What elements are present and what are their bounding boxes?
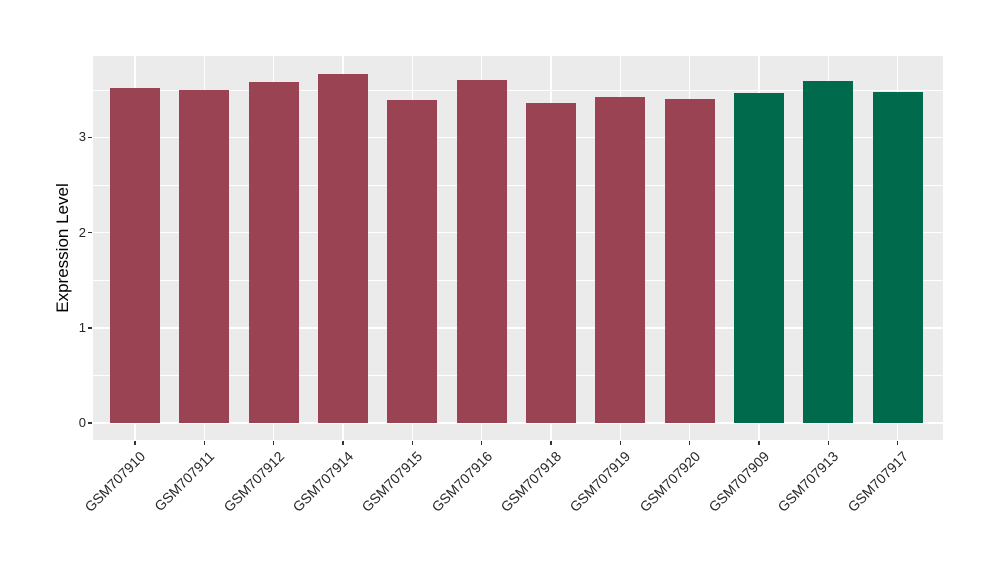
bar-GSM707910 bbox=[110, 87, 160, 423]
x-axis-tick bbox=[272, 441, 275, 445]
x-axis-tick bbox=[619, 441, 622, 445]
x-axis-tick bbox=[688, 441, 691, 445]
x-axis-tick bbox=[758, 441, 760, 445]
y-tick-label: 0 bbox=[78, 415, 86, 430]
x-axis-tick bbox=[411, 441, 414, 445]
x-axis-tick bbox=[134, 441, 136, 445]
x-axis-tick bbox=[827, 441, 830, 445]
gridline-major-horizontal bbox=[93, 136, 943, 139]
y-tick-label: 3 bbox=[78, 129, 86, 145]
bar-GSM707919 bbox=[595, 97, 646, 423]
bar-GSM707920 bbox=[664, 99, 715, 423]
gridline-minor-horizontal bbox=[93, 375, 943, 377]
plot-panel bbox=[93, 56, 943, 440]
y-axis-tick bbox=[88, 231, 92, 234]
x-axis-tick bbox=[203, 441, 206, 445]
bar-GSM707913 bbox=[803, 81, 854, 423]
bar-GSM707915 bbox=[387, 100, 438, 423]
x-axis-tick bbox=[550, 441, 552, 445]
x-axis-tick bbox=[342, 441, 344, 445]
y-axis-title: Expression Level bbox=[53, 183, 72, 313]
gridline-major-horizontal bbox=[93, 422, 943, 424]
bar-GSM707912 bbox=[248, 82, 299, 423]
gridline-major-horizontal bbox=[93, 327, 943, 329]
y-tick-label: 1 bbox=[78, 319, 86, 335]
y-axis-tick bbox=[88, 327, 92, 329]
bar-GSM707911 bbox=[179, 89, 230, 423]
bar-GSM707909 bbox=[733, 92, 784, 423]
bar-GSM707914 bbox=[317, 73, 368, 423]
gridline-minor-horizontal bbox=[93, 185, 943, 186]
bar-GSM707916 bbox=[456, 80, 507, 423]
bar-GSM707917 bbox=[872, 91, 923, 423]
gridline-major-horizontal bbox=[93, 231, 943, 234]
gridline-minor-horizontal bbox=[93, 89, 943, 91]
y-axis-tick bbox=[88, 422, 92, 424]
x-axis-tick bbox=[480, 441, 483, 445]
gridline-minor-horizontal bbox=[93, 280, 943, 281]
bar-GSM707918 bbox=[525, 103, 576, 423]
y-axis-tick bbox=[88, 136, 92, 139]
y-tick-label: 2 bbox=[78, 224, 86, 240]
x-axis-tick bbox=[896, 441, 899, 445]
